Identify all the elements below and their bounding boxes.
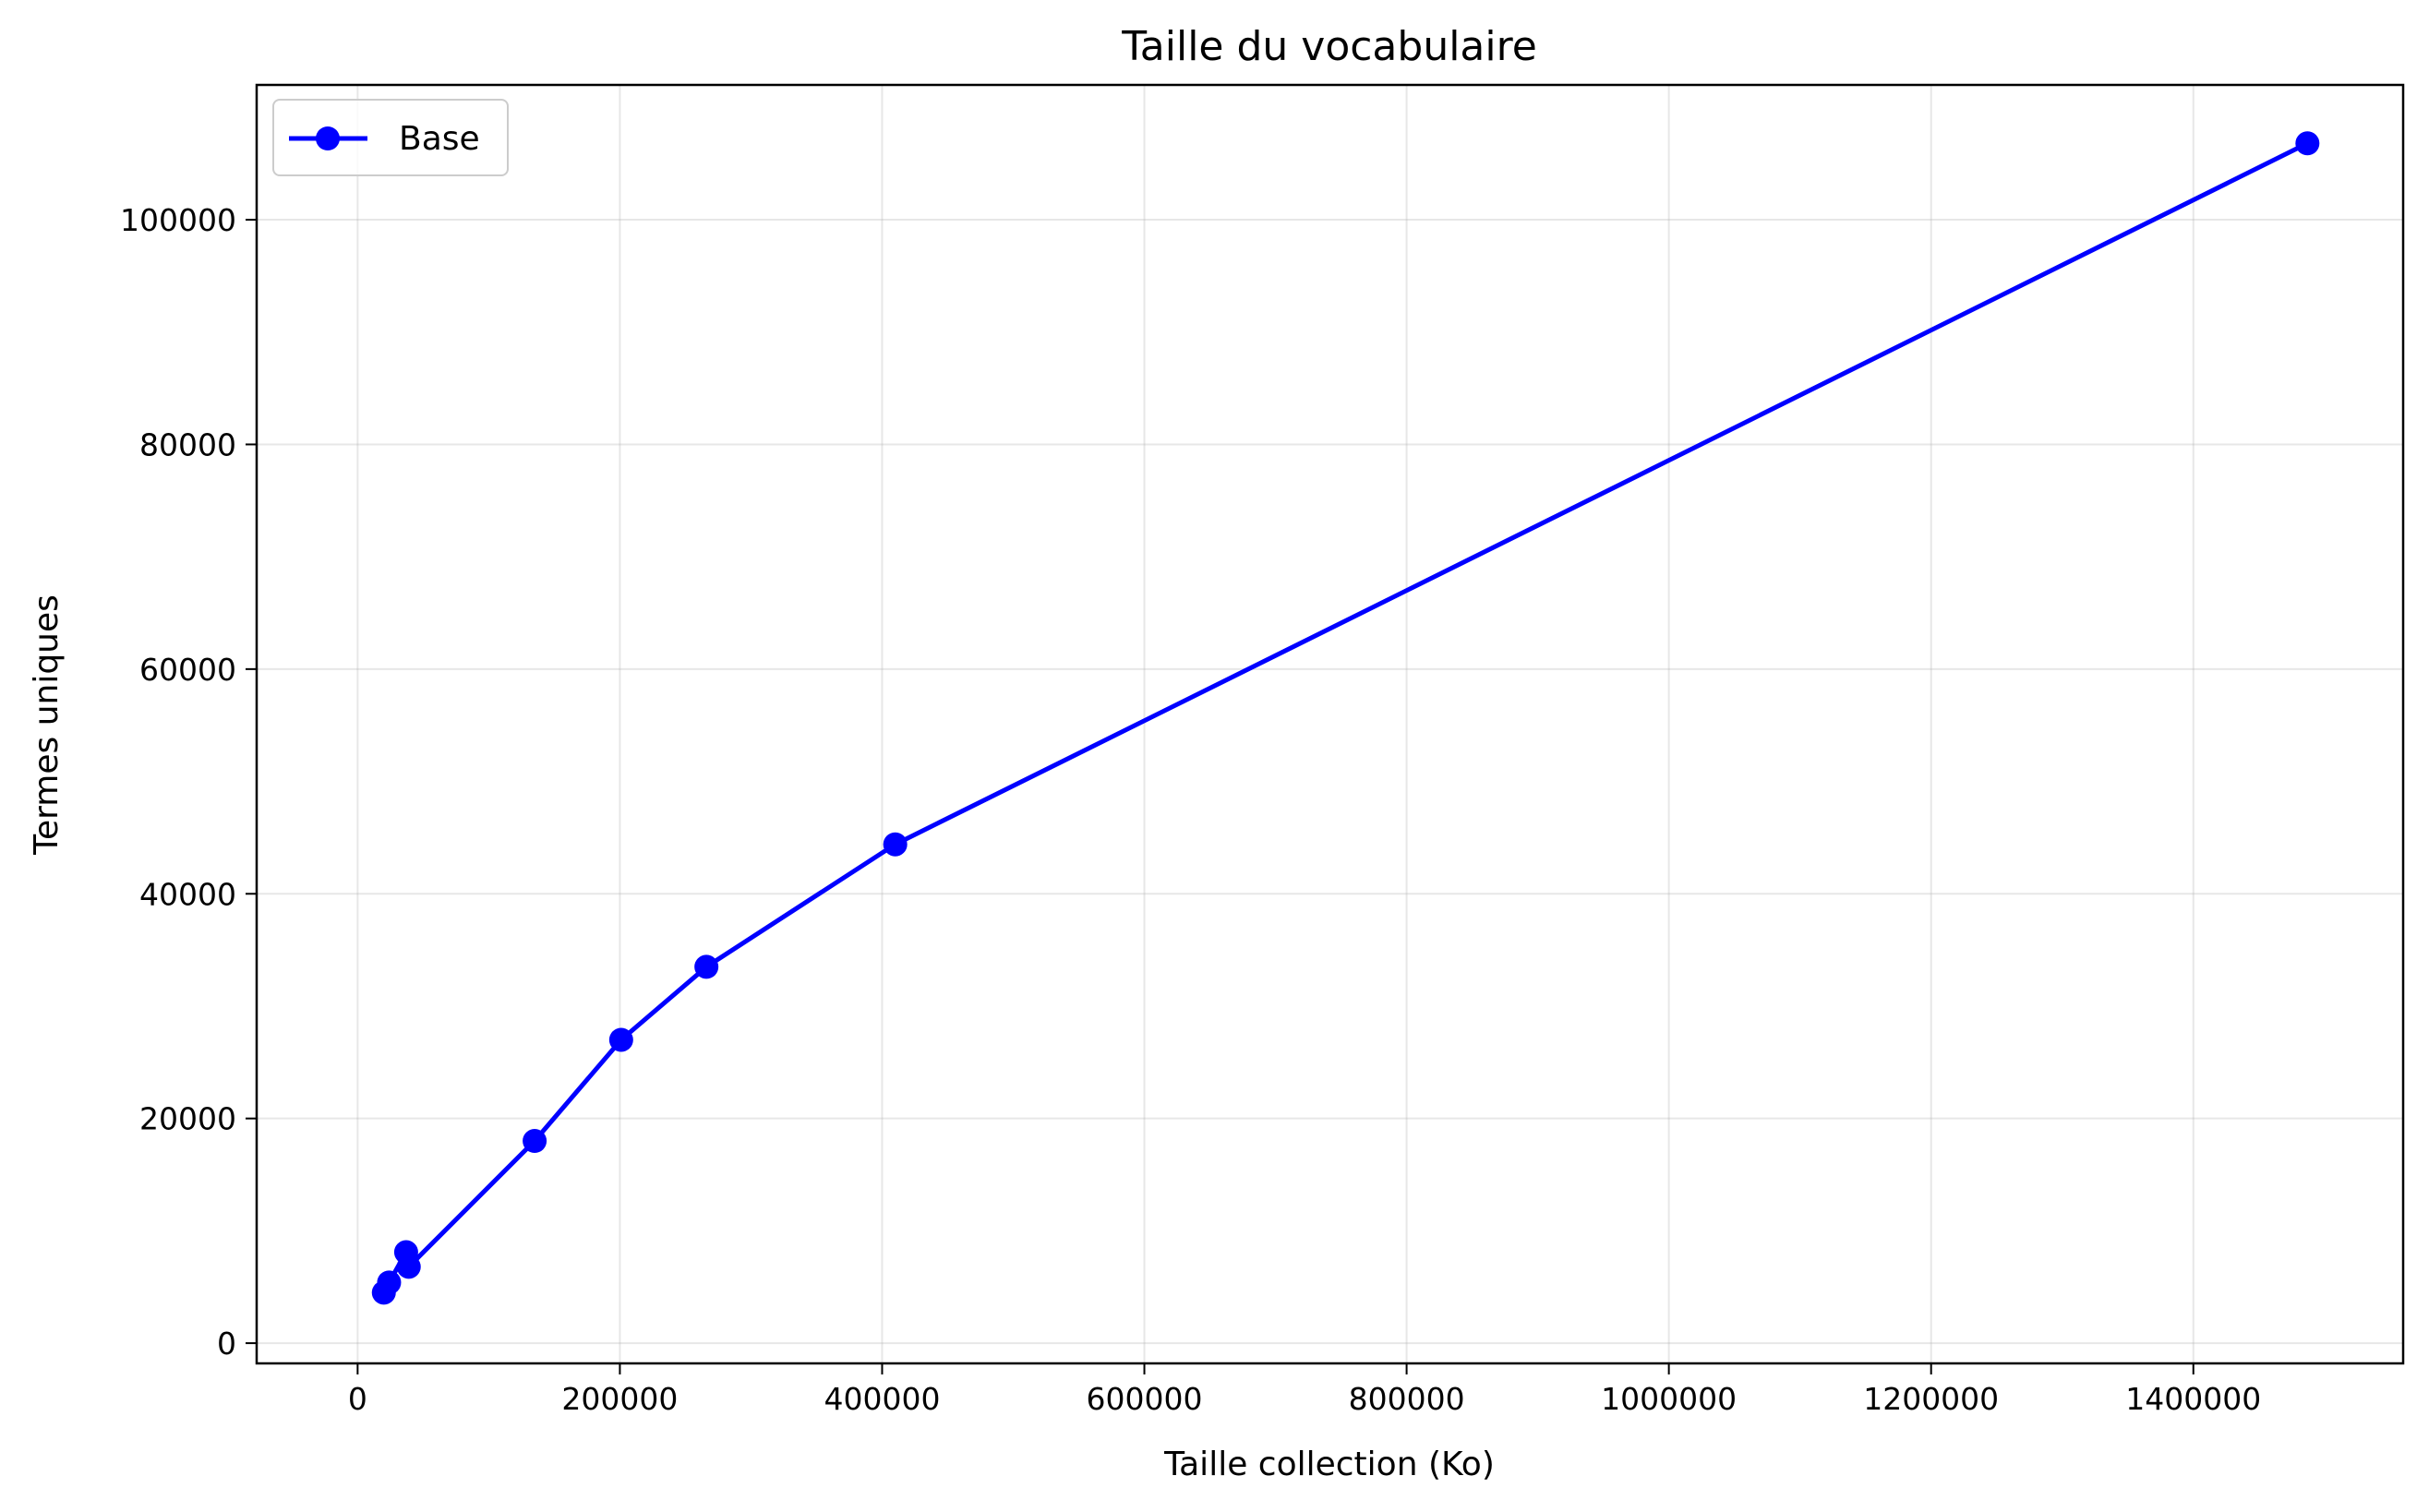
x-tick-label: 1000000 xyxy=(1601,1381,1737,1417)
y-tick-label: 20000 xyxy=(139,1101,236,1137)
y-tick-label: 40000 xyxy=(139,876,236,912)
y-axis-label: Termes uniques xyxy=(28,594,66,856)
y-tick-label: 80000 xyxy=(139,426,236,462)
data-point xyxy=(396,1254,421,1279)
data-point xyxy=(523,1129,547,1154)
plot-frame xyxy=(255,83,2405,1365)
legend: Base xyxy=(272,99,509,176)
data-point xyxy=(2295,131,2320,156)
x-tick-label: 1200000 xyxy=(1863,1381,1999,1417)
x-tick-label: 600000 xyxy=(1087,1381,1203,1417)
legend-box xyxy=(272,99,509,176)
chart-title: Taille du vocabulaire xyxy=(1121,23,1537,70)
legend-label-base: Base xyxy=(399,120,480,158)
y-axis-ticks: 0 20000 40000 60000 80000 100000 xyxy=(120,202,257,1362)
grid xyxy=(257,85,2403,1363)
y-tick-label: 100000 xyxy=(120,202,236,238)
data-point xyxy=(883,832,908,857)
legend-marker-base xyxy=(316,126,340,150)
x-tick-label: 400000 xyxy=(824,1381,940,1417)
y-tick-label: 60000 xyxy=(139,652,236,688)
x-tick-label: 0 xyxy=(348,1381,367,1417)
data-point xyxy=(377,1270,402,1295)
x-tick-label: 800000 xyxy=(1349,1381,1465,1417)
data-point xyxy=(694,954,719,979)
x-axis-label: Taille collection (Ko) xyxy=(1163,1446,1495,1483)
data-point xyxy=(608,1027,633,1052)
series-line-base xyxy=(381,140,2310,1295)
x-tick-label: 200000 xyxy=(561,1381,678,1417)
x-axis-ticks: 0 200000 400000 600000 800000 1000000 1200000 1… xyxy=(348,1363,2261,1417)
y-tick-label: 0 xyxy=(217,1326,236,1362)
series-layer xyxy=(371,131,2320,1305)
x-tick-label: 1400000 xyxy=(2125,1381,2261,1417)
